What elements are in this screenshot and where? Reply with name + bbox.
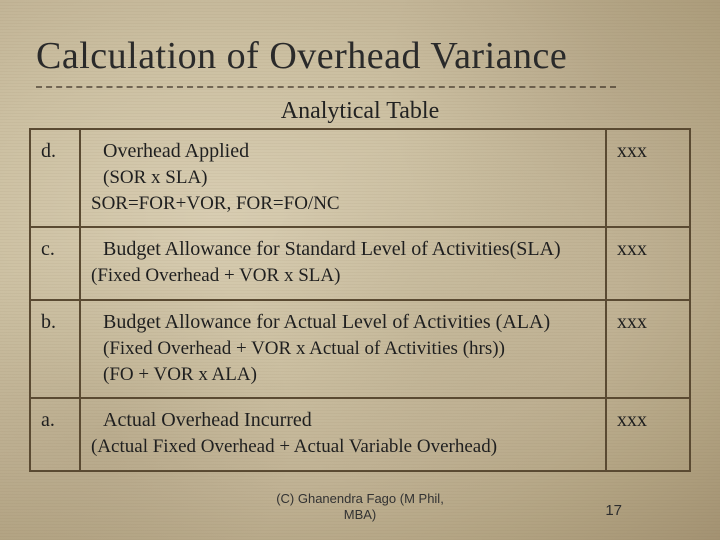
row-label: b.: [30, 300, 80, 398]
row-desc: Actual Overhead Incurred (Actual Fixed O…: [80, 398, 606, 471]
row-value: xxx: [606, 300, 690, 398]
row-label: c.: [30, 227, 80, 300]
row-line: Actual Overhead Incurred: [103, 407, 595, 434]
table-row: d. Overhead Applied (SOR x SLA) SOR=FOR+…: [30, 129, 690, 227]
row-label: a.: [30, 398, 80, 471]
row-line: SOR=FOR+VOR, FOR=FO/NC: [91, 191, 595, 217]
row-line: Budget Allowance for Actual Level of Act…: [103, 309, 595, 336]
row-line: (SOR x SLA): [103, 165, 595, 191]
row-line: (Fixed Overhead + VOR x SLA): [91, 263, 595, 289]
page-title: Calculation of Overhead Variance: [36, 34, 567, 78]
row-line: Overhead Applied: [103, 138, 595, 165]
row-value: xxx: [606, 227, 690, 300]
row-value: xxx: [606, 398, 690, 471]
row-desc: Budget Allowance for Standard Level of A…: [80, 227, 606, 300]
table-row: c. Budget Allowance for Standard Level o…: [30, 227, 690, 300]
footer-line: (C) Ghanendra Fago (M Phil,: [276, 491, 444, 506]
footer-line: MBA): [344, 507, 377, 522]
title-underline: [36, 86, 616, 91]
row-value: xxx: [606, 129, 690, 227]
row-line: (Fixed Overhead + VOR x Actual of Activi…: [103, 336, 595, 362]
page-number: 17: [605, 502, 622, 519]
row-desc: Overhead Applied (SOR x SLA) SOR=FOR+VOR…: [80, 129, 606, 227]
row-desc: Budget Allowance for Actual Level of Act…: [80, 300, 606, 398]
row-line: Budget Allowance for Standard Level of A…: [103, 236, 595, 263]
table-row: a. Actual Overhead Incurred (Actual Fixe…: [30, 398, 690, 471]
row-label: d.: [30, 129, 80, 227]
row-line: (Actual Fixed Overhead + Actual Variable…: [91, 434, 595, 460]
table-row: b. Budget Allowance for Actual Level of …: [30, 300, 690, 398]
row-line: (FO + VOR x ALA): [103, 362, 595, 388]
analytical-table: d. Overhead Applied (SOR x SLA) SOR=FOR+…: [29, 128, 691, 472]
table-caption: Analytical Table: [0, 98, 720, 125]
